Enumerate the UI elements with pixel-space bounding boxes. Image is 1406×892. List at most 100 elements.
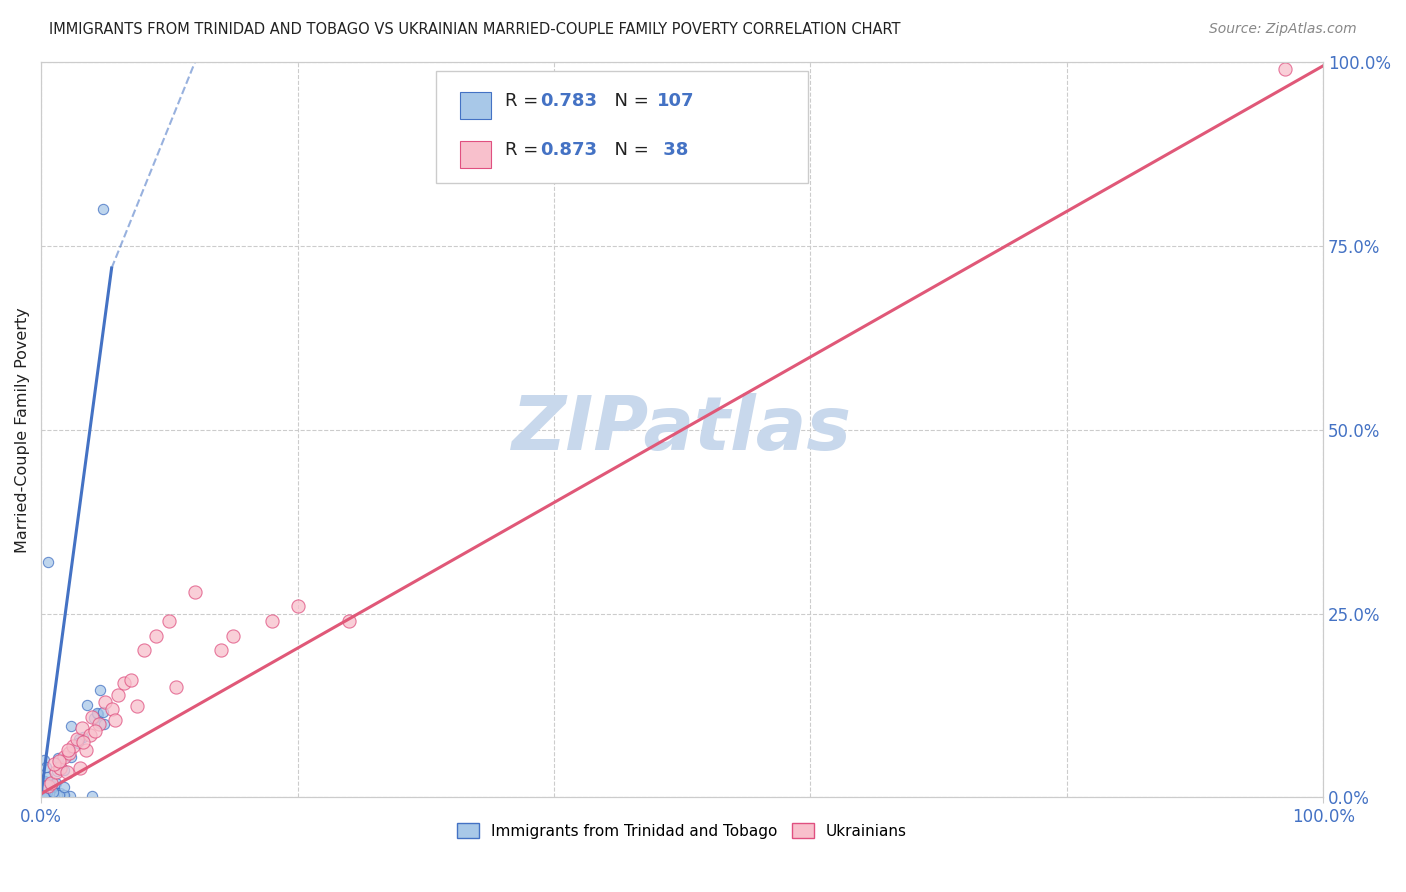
Text: 0.873: 0.873 xyxy=(540,141,598,159)
Point xyxy=(39,789,62,804)
Point xyxy=(32,788,55,802)
Point xyxy=(287,599,309,614)
Point xyxy=(41,779,63,793)
Point xyxy=(31,790,53,805)
Point xyxy=(35,759,58,773)
Point xyxy=(49,758,72,772)
Point xyxy=(34,790,56,805)
Point xyxy=(32,783,55,797)
Point xyxy=(94,695,117,709)
Point xyxy=(39,777,62,791)
Point xyxy=(32,790,55,805)
Point xyxy=(59,749,82,764)
Point xyxy=(31,789,53,804)
Point xyxy=(31,789,53,803)
Point xyxy=(52,789,75,803)
Point xyxy=(32,789,55,804)
Point xyxy=(38,785,60,799)
Point xyxy=(31,789,53,803)
Point xyxy=(56,742,79,756)
Point xyxy=(34,787,56,801)
Point xyxy=(44,785,66,799)
Point xyxy=(38,787,60,801)
Point xyxy=(45,788,67,802)
Point xyxy=(75,742,97,756)
Point xyxy=(31,788,53,802)
Point xyxy=(337,614,360,628)
Point xyxy=(107,688,129,702)
Point xyxy=(209,643,232,657)
Point xyxy=(34,789,56,803)
Text: 107: 107 xyxy=(657,92,695,110)
Text: ZIPatlas: ZIPatlas xyxy=(512,393,852,467)
Point xyxy=(53,750,76,764)
Point xyxy=(35,785,58,799)
Y-axis label: Married-Couple Family Poverty: Married-Couple Family Poverty xyxy=(15,307,30,553)
Point xyxy=(83,711,105,725)
Point xyxy=(32,789,55,803)
Point xyxy=(66,731,89,746)
Point xyxy=(39,785,62,799)
Point xyxy=(31,790,53,805)
Point xyxy=(260,614,283,628)
Point xyxy=(48,754,70,768)
Point xyxy=(31,789,53,803)
Point xyxy=(35,778,58,792)
Point xyxy=(37,789,59,804)
Point xyxy=(34,789,56,803)
Point xyxy=(62,739,84,753)
Point xyxy=(44,789,66,804)
Point xyxy=(87,717,110,731)
Point xyxy=(49,790,72,805)
Point xyxy=(32,753,55,767)
Point xyxy=(79,728,101,742)
Point xyxy=(127,698,149,713)
Point xyxy=(34,788,56,802)
Point xyxy=(48,788,70,802)
Point xyxy=(72,730,94,744)
Point xyxy=(91,705,114,719)
Point xyxy=(49,761,72,775)
Point xyxy=(104,713,127,727)
Point xyxy=(76,698,98,713)
Point xyxy=(39,782,62,797)
Point xyxy=(86,706,108,720)
Point xyxy=(42,789,65,803)
Legend: Immigrants from Trinidad and Tobago, Ukrainians: Immigrants from Trinidad and Tobago, Ukr… xyxy=(451,817,912,845)
Point xyxy=(32,786,55,800)
Point xyxy=(38,780,60,794)
Point xyxy=(42,757,65,772)
Point xyxy=(42,783,65,797)
Point xyxy=(32,789,55,804)
Point xyxy=(32,790,55,805)
Point xyxy=(34,781,56,796)
Point xyxy=(70,721,93,735)
Point xyxy=(37,790,59,805)
Point xyxy=(37,788,59,802)
Point xyxy=(34,785,56,799)
Point xyxy=(31,790,53,805)
Point xyxy=(1274,62,1296,77)
Text: R =: R = xyxy=(505,141,544,159)
Point xyxy=(37,555,59,569)
Point xyxy=(72,735,94,749)
Point xyxy=(35,789,58,803)
Point xyxy=(31,789,53,804)
Point xyxy=(49,786,72,800)
Text: N =: N = xyxy=(603,92,655,110)
Point xyxy=(45,764,67,779)
Point xyxy=(55,764,77,779)
Point xyxy=(32,783,55,797)
Point xyxy=(222,629,245,643)
Point xyxy=(120,673,142,687)
Point xyxy=(34,789,56,803)
Point xyxy=(91,202,114,217)
Text: R =: R = xyxy=(505,92,544,110)
Point xyxy=(39,790,62,805)
Point xyxy=(89,682,111,697)
Point xyxy=(93,716,115,731)
Point xyxy=(66,736,89,750)
Point xyxy=(145,629,167,643)
Point xyxy=(52,788,75,802)
Text: 38: 38 xyxy=(657,141,688,159)
